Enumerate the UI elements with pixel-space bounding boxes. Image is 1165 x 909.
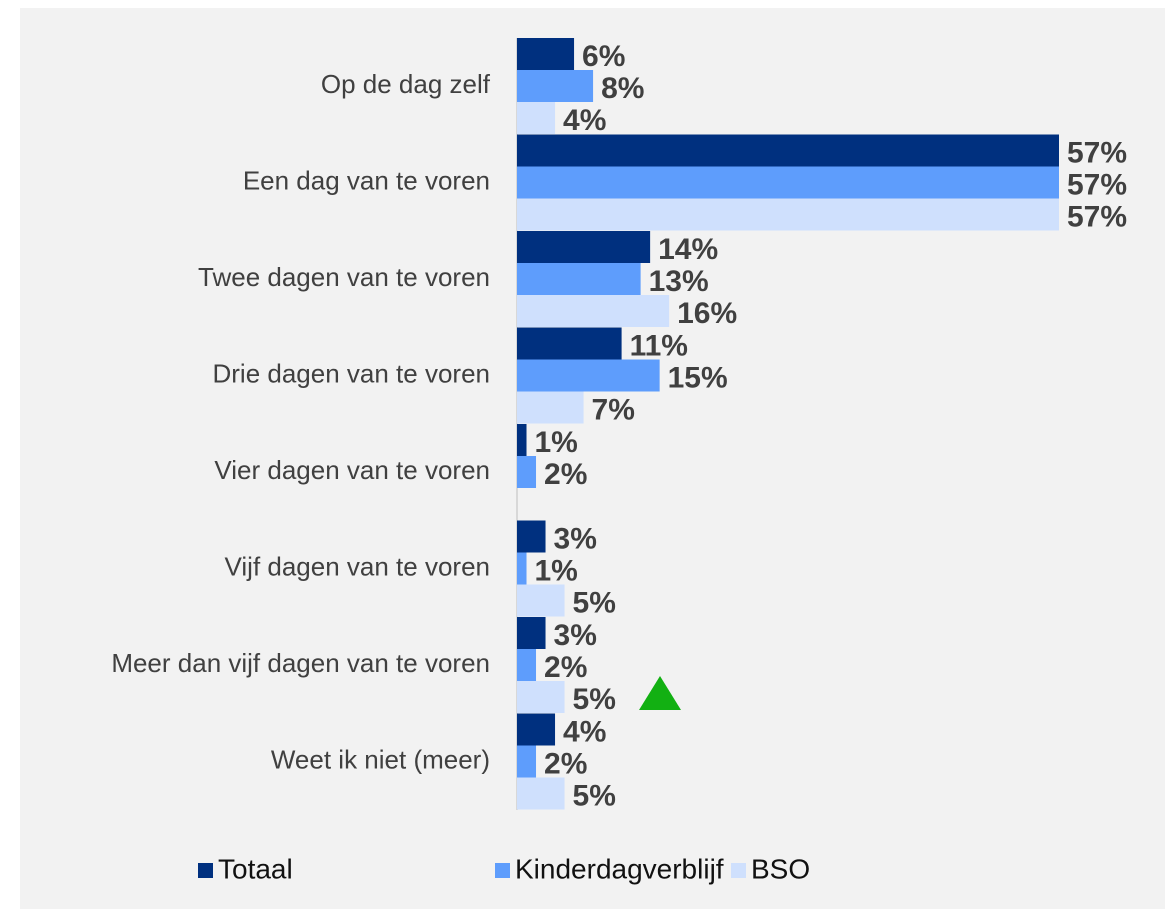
bar bbox=[517, 520, 546, 553]
data-label: 5% bbox=[573, 779, 616, 812]
bar bbox=[517, 134, 1059, 167]
bar bbox=[517, 102, 556, 134]
bar bbox=[517, 359, 660, 392]
data-label: 2% bbox=[544, 458, 587, 491]
legend-swatch bbox=[198, 863, 213, 878]
bar bbox=[517, 777, 565, 810]
data-label: 16% bbox=[677, 297, 737, 330]
data-label: 57% bbox=[1067, 168, 1127, 201]
data-label: 1% bbox=[535, 554, 578, 587]
bar bbox=[517, 70, 594, 102]
category-label: Twee dagen van te voren bbox=[198, 262, 490, 292]
data-label: 7% bbox=[592, 393, 635, 426]
data-label: 14% bbox=[658, 233, 718, 266]
significance-marker bbox=[639, 676, 681, 710]
bar bbox=[517, 424, 527, 456]
data-label: 57% bbox=[1067, 136, 1127, 169]
bar bbox=[517, 231, 651, 263]
bar bbox=[517, 391, 584, 424]
data-label: 2% bbox=[544, 747, 587, 780]
legend-swatch bbox=[731, 863, 746, 878]
data-label: 57% bbox=[1067, 200, 1127, 233]
bar bbox=[517, 295, 670, 327]
data-label: 1% bbox=[535, 426, 578, 459]
bar bbox=[517, 327, 622, 360]
data-label: 4% bbox=[563, 715, 606, 748]
category-label: Weet ik niet (meer) bbox=[271, 745, 490, 775]
data-label: 15% bbox=[668, 361, 728, 394]
legend-label: BSO bbox=[751, 853, 810, 884]
bar bbox=[517, 681, 565, 713]
category-label: Vier dagen van te voren bbox=[214, 455, 490, 485]
bar bbox=[517, 552, 527, 585]
bar bbox=[517, 745, 537, 778]
category-label: Een dag van te voren bbox=[243, 166, 490, 196]
bar bbox=[517, 198, 1059, 231]
legend-label: Kinderdagverblijf bbox=[515, 853, 724, 884]
data-label: 3% bbox=[554, 619, 597, 652]
bar bbox=[517, 456, 537, 488]
data-label: 13% bbox=[649, 265, 709, 298]
legend-label: Totaal bbox=[218, 853, 293, 884]
legend-swatch bbox=[495, 863, 510, 878]
data-label: 11% bbox=[630, 329, 688, 362]
bar bbox=[517, 713, 556, 746]
bar bbox=[517, 263, 641, 295]
category-label: Meer dan vijf dagen van te voren bbox=[111, 648, 490, 678]
data-label: 3% bbox=[554, 522, 597, 555]
bar bbox=[517, 649, 537, 681]
bar bbox=[517, 584, 565, 617]
data-label: 4% bbox=[563, 104, 606, 137]
data-label: 8% bbox=[601, 72, 644, 105]
data-label: 5% bbox=[573, 586, 616, 619]
data-label: 2% bbox=[544, 651, 587, 684]
bar bbox=[517, 617, 546, 649]
category-label: Op de dag zelf bbox=[321, 69, 491, 99]
data-label: 5% bbox=[573, 683, 616, 716]
bar bbox=[517, 38, 575, 70]
category-label: Vijf dagen van te voren bbox=[225, 552, 490, 582]
data-label: 6% bbox=[582, 40, 625, 73]
bar bbox=[517, 166, 1059, 199]
category-label: Drie dagen van te voren bbox=[212, 359, 490, 389]
